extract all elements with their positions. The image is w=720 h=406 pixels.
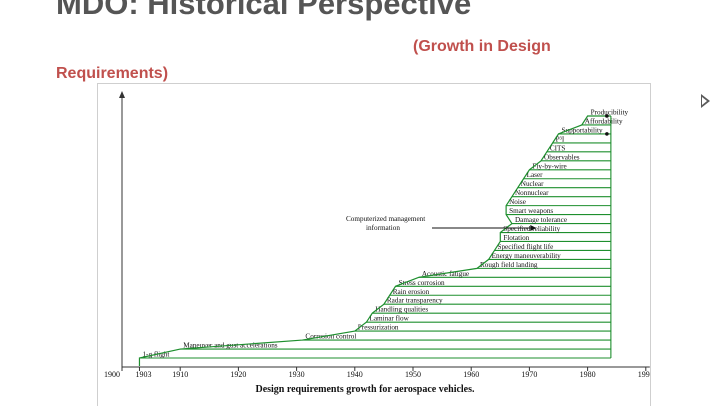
requirement-label: Fly-by-wire [532,162,566,170]
requirement-label: Observables [544,153,580,161]
x-tick-label: 1960 [463,370,479,379]
requirement-label: Laminar flow [369,315,409,323]
requirements-growth-chart: 1900 1903 1910 1920 1930 1940 1950 1960 1970 1980… [104,91,650,395]
x-tick-label: 1980 [580,370,596,379]
x-tick-label: 1970 [521,370,537,379]
requirement-label: Flotation [503,234,529,242]
requirement-label: Damage tolerance [515,216,567,224]
annotation-arrow-icon [530,225,537,231]
annotation-label-line-1: Computerized management [346,215,425,223]
x-tick-label: 1903 [135,370,151,379]
chart-figure: 1900 1903 1910 1920 1930 1940 1950 1960 1970 1980… [98,84,650,406]
subtitle-line-2: Requirements) [56,65,169,82]
requirement-label: Pressurization [358,324,399,332]
x-tick-label: 1920 [230,370,246,379]
x-tick-label: 1940 [347,370,363,379]
requirement-envelope-line [138,115,611,366]
requirement-label: CITS [550,144,566,152]
requirement-label: Handling qualities [375,306,428,314]
x-tick-label: 1950 [405,370,421,379]
requirement-label: Smart weapons [509,207,553,215]
requirement-label: Noise [509,198,526,206]
subtitle-line-1: (Growth in Design [413,38,551,55]
requirement-label: Energy maneuverability [492,252,562,260]
requirement-label: Rain erosion [393,288,430,296]
requirement-label: Nuclear [521,180,544,188]
requirement-dot [605,114,609,118]
requirement-label: Laser [527,171,544,179]
requirement-label: Specified flight life [497,243,553,251]
requirement-label: Producibility [591,109,629,117]
x-tick-label: 1990 [638,370,650,379]
x-tick-label: 1900 [104,370,120,379]
chart-caption: Design requirements growth for aerospace… [255,384,475,395]
requirement-label: P³I [556,135,565,143]
slide-title: MDO: Historical Perspective [56,0,472,21]
y-axis-arrow-icon [119,91,125,98]
bullet-arrow-icon [701,94,710,108]
requirement-label: Nonnuclear [515,189,549,197]
requirement-label: Supportability [562,126,604,134]
requirement-label: Affordability [585,117,623,125]
requirement-label: Stress corrosion [399,279,446,287]
x-tick-label: 1930 [289,370,305,379]
requirement-dot [605,132,609,136]
annotation-label-line-2: information [366,224,400,232]
x-tick-label: 1910 [172,370,188,379]
requirement-label: Rough field landing [480,261,538,269]
requirement-label: Corrosion control [305,333,356,341]
requirement-label: Radar transparency [387,297,443,305]
